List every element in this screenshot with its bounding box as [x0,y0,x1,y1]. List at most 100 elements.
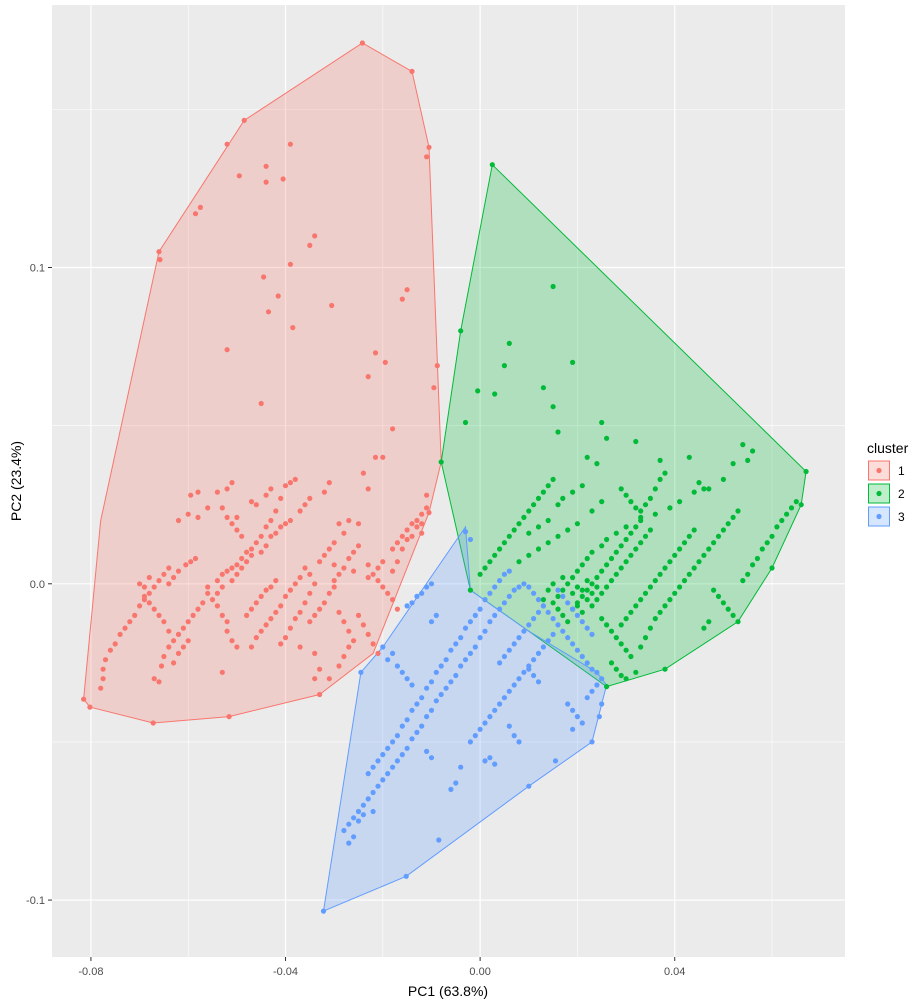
cluster-3-point [360,812,366,818]
cluster-1-point [280,176,286,182]
cluster-3-point [467,536,473,543]
cluster-2-point [677,499,683,505]
cluster-2-point [604,562,610,568]
cluster-1-point [265,309,272,315]
cluster-3-point [497,606,503,612]
cluster-1-point [302,502,308,508]
cluster-1-point [372,454,379,460]
cluster-3-point [599,701,605,707]
cluster-2-point [565,581,571,587]
cluster-3-point [506,647,512,653]
cluster-3-point [526,666,532,672]
cluster-3-point [358,669,364,675]
cluster-1-point [224,141,230,147]
cluster-1-point [175,568,182,574]
cluster-1-point [224,486,230,492]
cluster-3-point [390,650,396,657]
cluster-1-point [273,578,279,584]
cluster-1-point [370,641,376,647]
cluster-2-point [798,502,804,508]
cluster-3-point [516,635,522,641]
cluster-3-point [497,660,503,666]
cluster-1-point [317,606,323,612]
cluster-1-point [263,622,269,628]
cluster-1-point [205,590,211,596]
cluster-2-point [574,603,581,609]
cluster-3-point [419,590,425,596]
cluster-1-point [229,521,235,527]
cluster-3-point [375,758,381,764]
cluster-1-point [273,609,279,615]
cluster-3-point [472,644,478,650]
cluster-3-point [506,593,512,600]
cluster-2-point [604,622,610,628]
cluster-2-hull [440,163,807,688]
cluster-1-point [365,486,371,492]
cluster-2-point [638,597,644,603]
cluster-2-point [633,546,639,552]
cluster-3-point [506,688,512,694]
cluster-1-point [117,631,123,638]
cluster-2-point [638,540,644,546]
x-tick-label: -0.04 [273,966,298,978]
cluster-1-point [317,691,323,698]
cluster-1-point [205,505,211,511]
cluster-3-point [438,691,444,698]
cluster-3-point [438,663,444,669]
cluster-1-point [263,179,269,185]
x-axis: -0.08 -0.04 0.00 0.04 [78,957,685,978]
cluster-1-point [248,552,255,558]
cluster-3-point [560,628,566,634]
cluster-1-point [157,257,163,263]
cluster-2-point [516,521,522,527]
cluster-1-point [166,581,172,587]
cluster-1-point [326,480,332,486]
cluster-2-point [706,546,712,552]
cluster-1-point [278,641,284,647]
cluster-1-point [224,514,230,521]
cluster-3-point [545,638,551,644]
cluster-1-point [244,559,250,565]
cluster-points [81,40,809,914]
cluster-1-point [282,593,289,600]
cluster-3-point [453,641,459,647]
cluster-2-point [618,672,624,679]
cluster-1-point [292,476,298,482]
cluster-2-point [477,571,483,577]
cluster-3-point [574,647,581,653]
cluster-1-point [156,679,162,685]
cluster-2-point [652,578,658,584]
cluster-2-point [701,486,707,492]
cluster-3-point [320,908,327,914]
cluster-2-point [584,587,590,593]
cluster-1-point [399,546,405,552]
cluster-1-point [336,609,342,615]
cluster-1-point [234,514,240,521]
cluster-1-point [297,574,303,581]
cluster-2-point [594,584,600,590]
cluster-1-point [224,619,230,625]
cluster-2-point [594,597,600,603]
cluster-2-point [784,511,790,517]
cluster-2-point [618,565,624,571]
cluster-3-point [341,827,347,834]
cluster-2-point [652,616,658,622]
cluster-3-point [360,802,366,808]
cluster-3-point [555,622,561,628]
cluster-1-point [321,552,327,558]
cluster-1-point [239,565,245,571]
cluster-2-point [691,527,697,533]
cluster-2-point [613,666,619,672]
cluster-3-point [594,682,600,688]
cluster-2-point [720,476,727,482]
cluster-3-point [482,628,488,634]
cluster-1-point [399,296,405,302]
cluster-3-point [394,733,400,739]
cluster-3-point [477,606,483,612]
cluster-1-point [248,644,255,650]
cluster-3-point [355,808,362,815]
cluster-1-point [365,574,371,581]
cluster-1-point [278,603,284,609]
cluster-3-point [467,619,473,625]
